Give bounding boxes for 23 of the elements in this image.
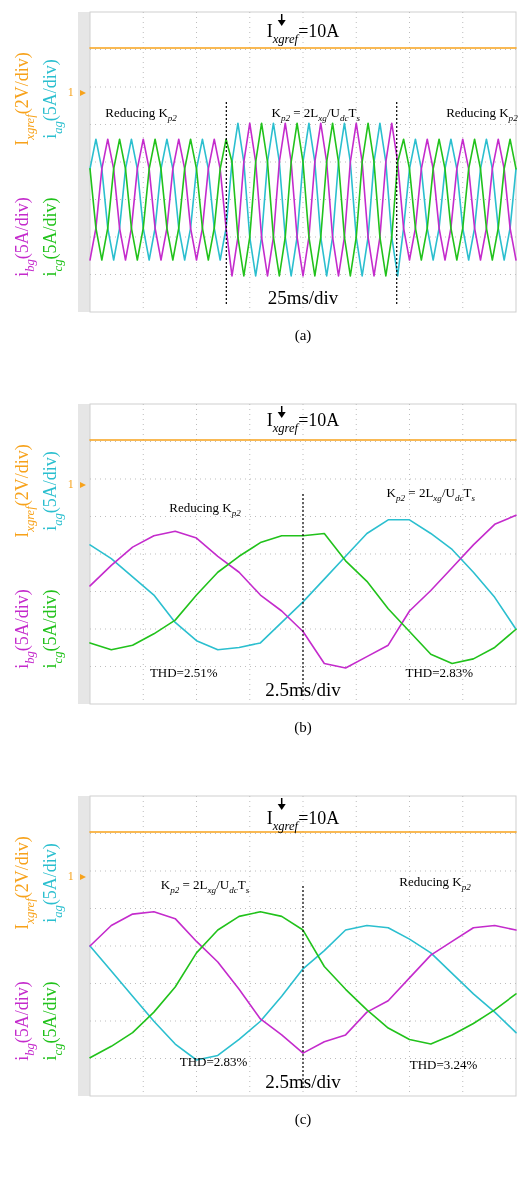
annotation: Reducing K$_{p2}$	[446, 104, 519, 124]
annotation: THD=2.83%	[405, 664, 474, 680]
text: (b)	[294, 719, 312, 736]
annotation: I$_{xgref}$=10A	[266, 808, 340, 833]
text: (c)	[294, 1111, 312, 1128]
annotation: Reducing K$_{p2}$	[169, 499, 242, 519]
text: I$_{xgref}$=10A	[266, 410, 340, 435]
annotation: K$_{p2}$ = 2L$_{xg}$/U$_{dc}$T$_{s}$	[160, 876, 250, 896]
x-axis-title: 2.5ms/div	[265, 1071, 342, 1092]
annotation: K$_{p2}$ = 2L$_{xg}$/U$_{dc}$T$_{s}$	[271, 104, 361, 124]
annotation: K$_{p2}$ = 2L$_{xg}$/U$_{dc}$T$_{s}$	[386, 484, 476, 504]
annotation: Reducing K$_{p2}$	[399, 873, 472, 893]
x-axis-title: 25ms/div	[267, 287, 339, 308]
text: 1	[67, 84, 74, 99]
annotation: THD=2.83%	[179, 1053, 248, 1069]
annotation: THD=2.51%	[149, 664, 218, 680]
annotation: Reducing K$_{p2}$	[105, 104, 178, 124]
annotation: THD=3.24%	[409, 1056, 478, 1072]
text: 1	[67, 476, 74, 491]
x-axis-title: 2.5ms/div	[265, 679, 342, 700]
text: (a)	[294, 327, 312, 344]
text: 1	[67, 868, 74, 883]
text: I$_{xgref}$=10A	[266, 21, 340, 46]
